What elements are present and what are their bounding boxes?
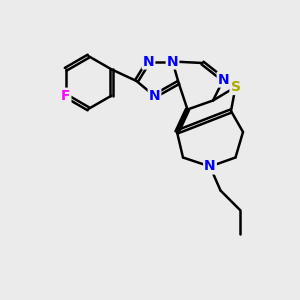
Text: N: N <box>143 55 154 68</box>
Text: N: N <box>167 55 178 68</box>
Text: S: S <box>230 80 241 94</box>
Text: N: N <box>218 73 229 86</box>
Text: N: N <box>149 89 160 103</box>
Text: F: F <box>61 89 70 103</box>
Text: N: N <box>204 160 216 173</box>
